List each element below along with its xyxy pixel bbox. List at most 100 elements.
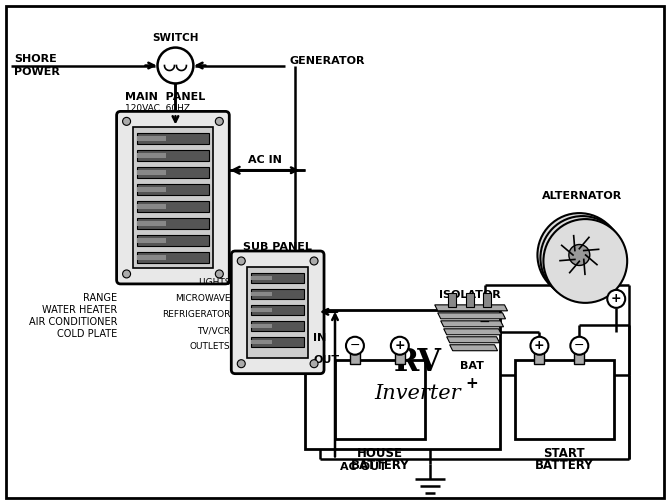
Text: RANGE: RANGE xyxy=(84,293,118,303)
Bar xyxy=(251,289,304,299)
Circle shape xyxy=(537,213,621,297)
Text: IN: IN xyxy=(313,333,326,343)
Bar xyxy=(515,360,614,439)
Text: −: − xyxy=(574,339,584,352)
Polygon shape xyxy=(450,345,498,351)
Bar xyxy=(574,352,584,364)
Bar xyxy=(137,204,165,209)
Text: ISOLATOR: ISOLATOR xyxy=(439,290,500,300)
Text: POWER: POWER xyxy=(14,68,60,78)
Bar xyxy=(251,308,273,312)
Circle shape xyxy=(543,219,627,303)
Text: HOUSE: HOUSE xyxy=(357,447,403,460)
Polygon shape xyxy=(447,337,500,343)
Bar xyxy=(137,218,209,229)
Text: +: + xyxy=(611,292,622,305)
Bar xyxy=(137,238,165,243)
Circle shape xyxy=(556,232,602,278)
Circle shape xyxy=(237,360,245,368)
Text: TV/VCR: TV/VCR xyxy=(197,326,230,335)
Text: 120VAC  60HZ: 120VAC 60HZ xyxy=(125,104,190,113)
Polygon shape xyxy=(444,329,502,335)
Circle shape xyxy=(570,337,588,355)
Bar xyxy=(251,321,304,331)
Bar xyxy=(251,340,273,344)
Bar xyxy=(137,255,165,260)
Bar xyxy=(251,305,304,315)
Text: START: START xyxy=(543,447,585,460)
Bar xyxy=(137,235,209,246)
Circle shape xyxy=(310,257,318,265)
Text: +: + xyxy=(465,376,478,391)
Text: −: − xyxy=(350,339,360,352)
Bar xyxy=(137,184,209,195)
Circle shape xyxy=(157,47,194,84)
Text: MAIN  PANEL: MAIN PANEL xyxy=(125,92,205,102)
Circle shape xyxy=(346,337,364,355)
Polygon shape xyxy=(438,313,506,319)
Text: SWITCH: SWITCH xyxy=(152,33,199,42)
Text: REFRIGERATOR: REFRIGERATOR xyxy=(162,310,230,320)
Bar xyxy=(137,136,165,141)
Text: Inverter: Inverter xyxy=(375,384,461,403)
Bar xyxy=(137,150,209,161)
Text: SHORE: SHORE xyxy=(14,53,57,64)
Bar xyxy=(137,221,165,226)
Text: COLD PLATE: COLD PLATE xyxy=(58,329,118,339)
Circle shape xyxy=(541,216,624,300)
Bar xyxy=(137,201,209,212)
Bar xyxy=(251,324,273,328)
Text: AIR CONDITIONER: AIR CONDITIONER xyxy=(29,317,118,327)
Bar xyxy=(137,170,165,175)
Bar xyxy=(251,337,304,347)
Bar xyxy=(247,267,308,358)
FancyBboxPatch shape xyxy=(231,251,324,373)
FancyBboxPatch shape xyxy=(117,111,229,284)
Text: WATER HEATER: WATER HEATER xyxy=(42,305,118,315)
Text: BATTERY: BATTERY xyxy=(350,459,409,472)
Polygon shape xyxy=(435,305,507,311)
Bar xyxy=(448,293,456,307)
Circle shape xyxy=(123,270,131,278)
Text: AC OUT: AC OUT xyxy=(340,462,387,472)
Circle shape xyxy=(391,337,409,355)
Circle shape xyxy=(569,244,590,266)
Text: −: − xyxy=(479,315,490,329)
Circle shape xyxy=(215,270,223,278)
Polygon shape xyxy=(441,321,504,327)
Text: RV: RV xyxy=(394,347,442,379)
Circle shape xyxy=(237,257,245,265)
Bar xyxy=(251,292,273,296)
Text: LIGHTS: LIGHTS xyxy=(198,278,230,287)
Text: +: + xyxy=(534,339,545,352)
Bar xyxy=(466,293,474,307)
Bar xyxy=(251,273,304,283)
Text: MICROWAVE: MICROWAVE xyxy=(175,294,230,303)
Circle shape xyxy=(215,117,223,125)
Circle shape xyxy=(607,290,625,308)
Circle shape xyxy=(310,360,318,368)
Bar xyxy=(535,352,545,364)
Circle shape xyxy=(123,117,131,125)
Bar xyxy=(137,252,209,263)
Bar xyxy=(137,167,209,178)
Bar xyxy=(133,128,213,268)
Bar xyxy=(335,360,425,439)
Text: AC IN: AC IN xyxy=(249,155,282,165)
Text: OUT: OUT xyxy=(313,355,339,365)
Bar xyxy=(137,187,165,192)
Circle shape xyxy=(531,337,549,355)
Bar xyxy=(137,134,209,144)
Text: SUB PANEL: SUB PANEL xyxy=(243,242,312,252)
Text: OUTLETS: OUTLETS xyxy=(190,342,230,351)
Text: GENERATOR: GENERATOR xyxy=(289,55,364,66)
Text: BAT: BAT xyxy=(460,361,484,370)
Bar xyxy=(350,352,360,364)
Text: +: + xyxy=(395,339,405,352)
Text: ALTERNATOR: ALTERNATOR xyxy=(542,191,622,201)
Bar xyxy=(395,352,405,364)
Bar xyxy=(305,310,500,450)
Text: BATTERY: BATTERY xyxy=(535,459,594,472)
Bar xyxy=(137,153,165,158)
Bar xyxy=(482,293,490,307)
